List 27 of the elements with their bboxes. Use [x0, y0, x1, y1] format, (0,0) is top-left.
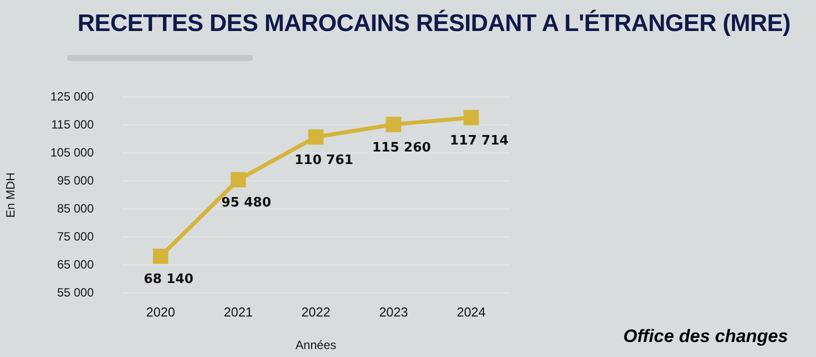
point: [152, 248, 168, 264]
x-axis-title: Années: [296, 338, 336, 352]
x-tick-label: 2020: [146, 304, 176, 320]
y-tick-label: 85 000: [57, 201, 94, 216]
point: [308, 129, 324, 145]
y-tick-label: 75 000: [57, 229, 94, 244]
text: 110 761: [294, 152, 354, 168]
y-axis-title: En MDH: [4, 172, 18, 218]
y-tick-label: 95 000: [57, 173, 94, 188]
y-tick-label: 105 000: [50, 145, 94, 160]
y-tick-label: 55 000: [57, 285, 94, 300]
x-tick-label: 2023: [379, 304, 408, 320]
y-tick-label: 125 000: [50, 90, 94, 104]
text: 95 480: [221, 196, 272, 211]
point: [464, 110, 479, 126]
y-tick-label: 65 000: [57, 257, 94, 272]
x-tick-label: 2024: [456, 304, 486, 320]
x-tick-label: 2021: [224, 304, 253, 320]
chart-title: RECETTES DES MAROCAINS RÉSIDANT A L'ÉTRANGER (MRE): [76, 10, 792, 38]
text: Office des changes: [623, 326, 788, 347]
text: 68 140: [144, 272, 194, 288]
text: 115 260: [372, 140, 431, 156]
point: [230, 172, 246, 188]
y-tick-label: 115 000: [51, 117, 94, 132]
text: 117 714: [450, 133, 509, 148]
point: [386, 116, 402, 132]
x-tick-label: 2022: [301, 304, 330, 320]
